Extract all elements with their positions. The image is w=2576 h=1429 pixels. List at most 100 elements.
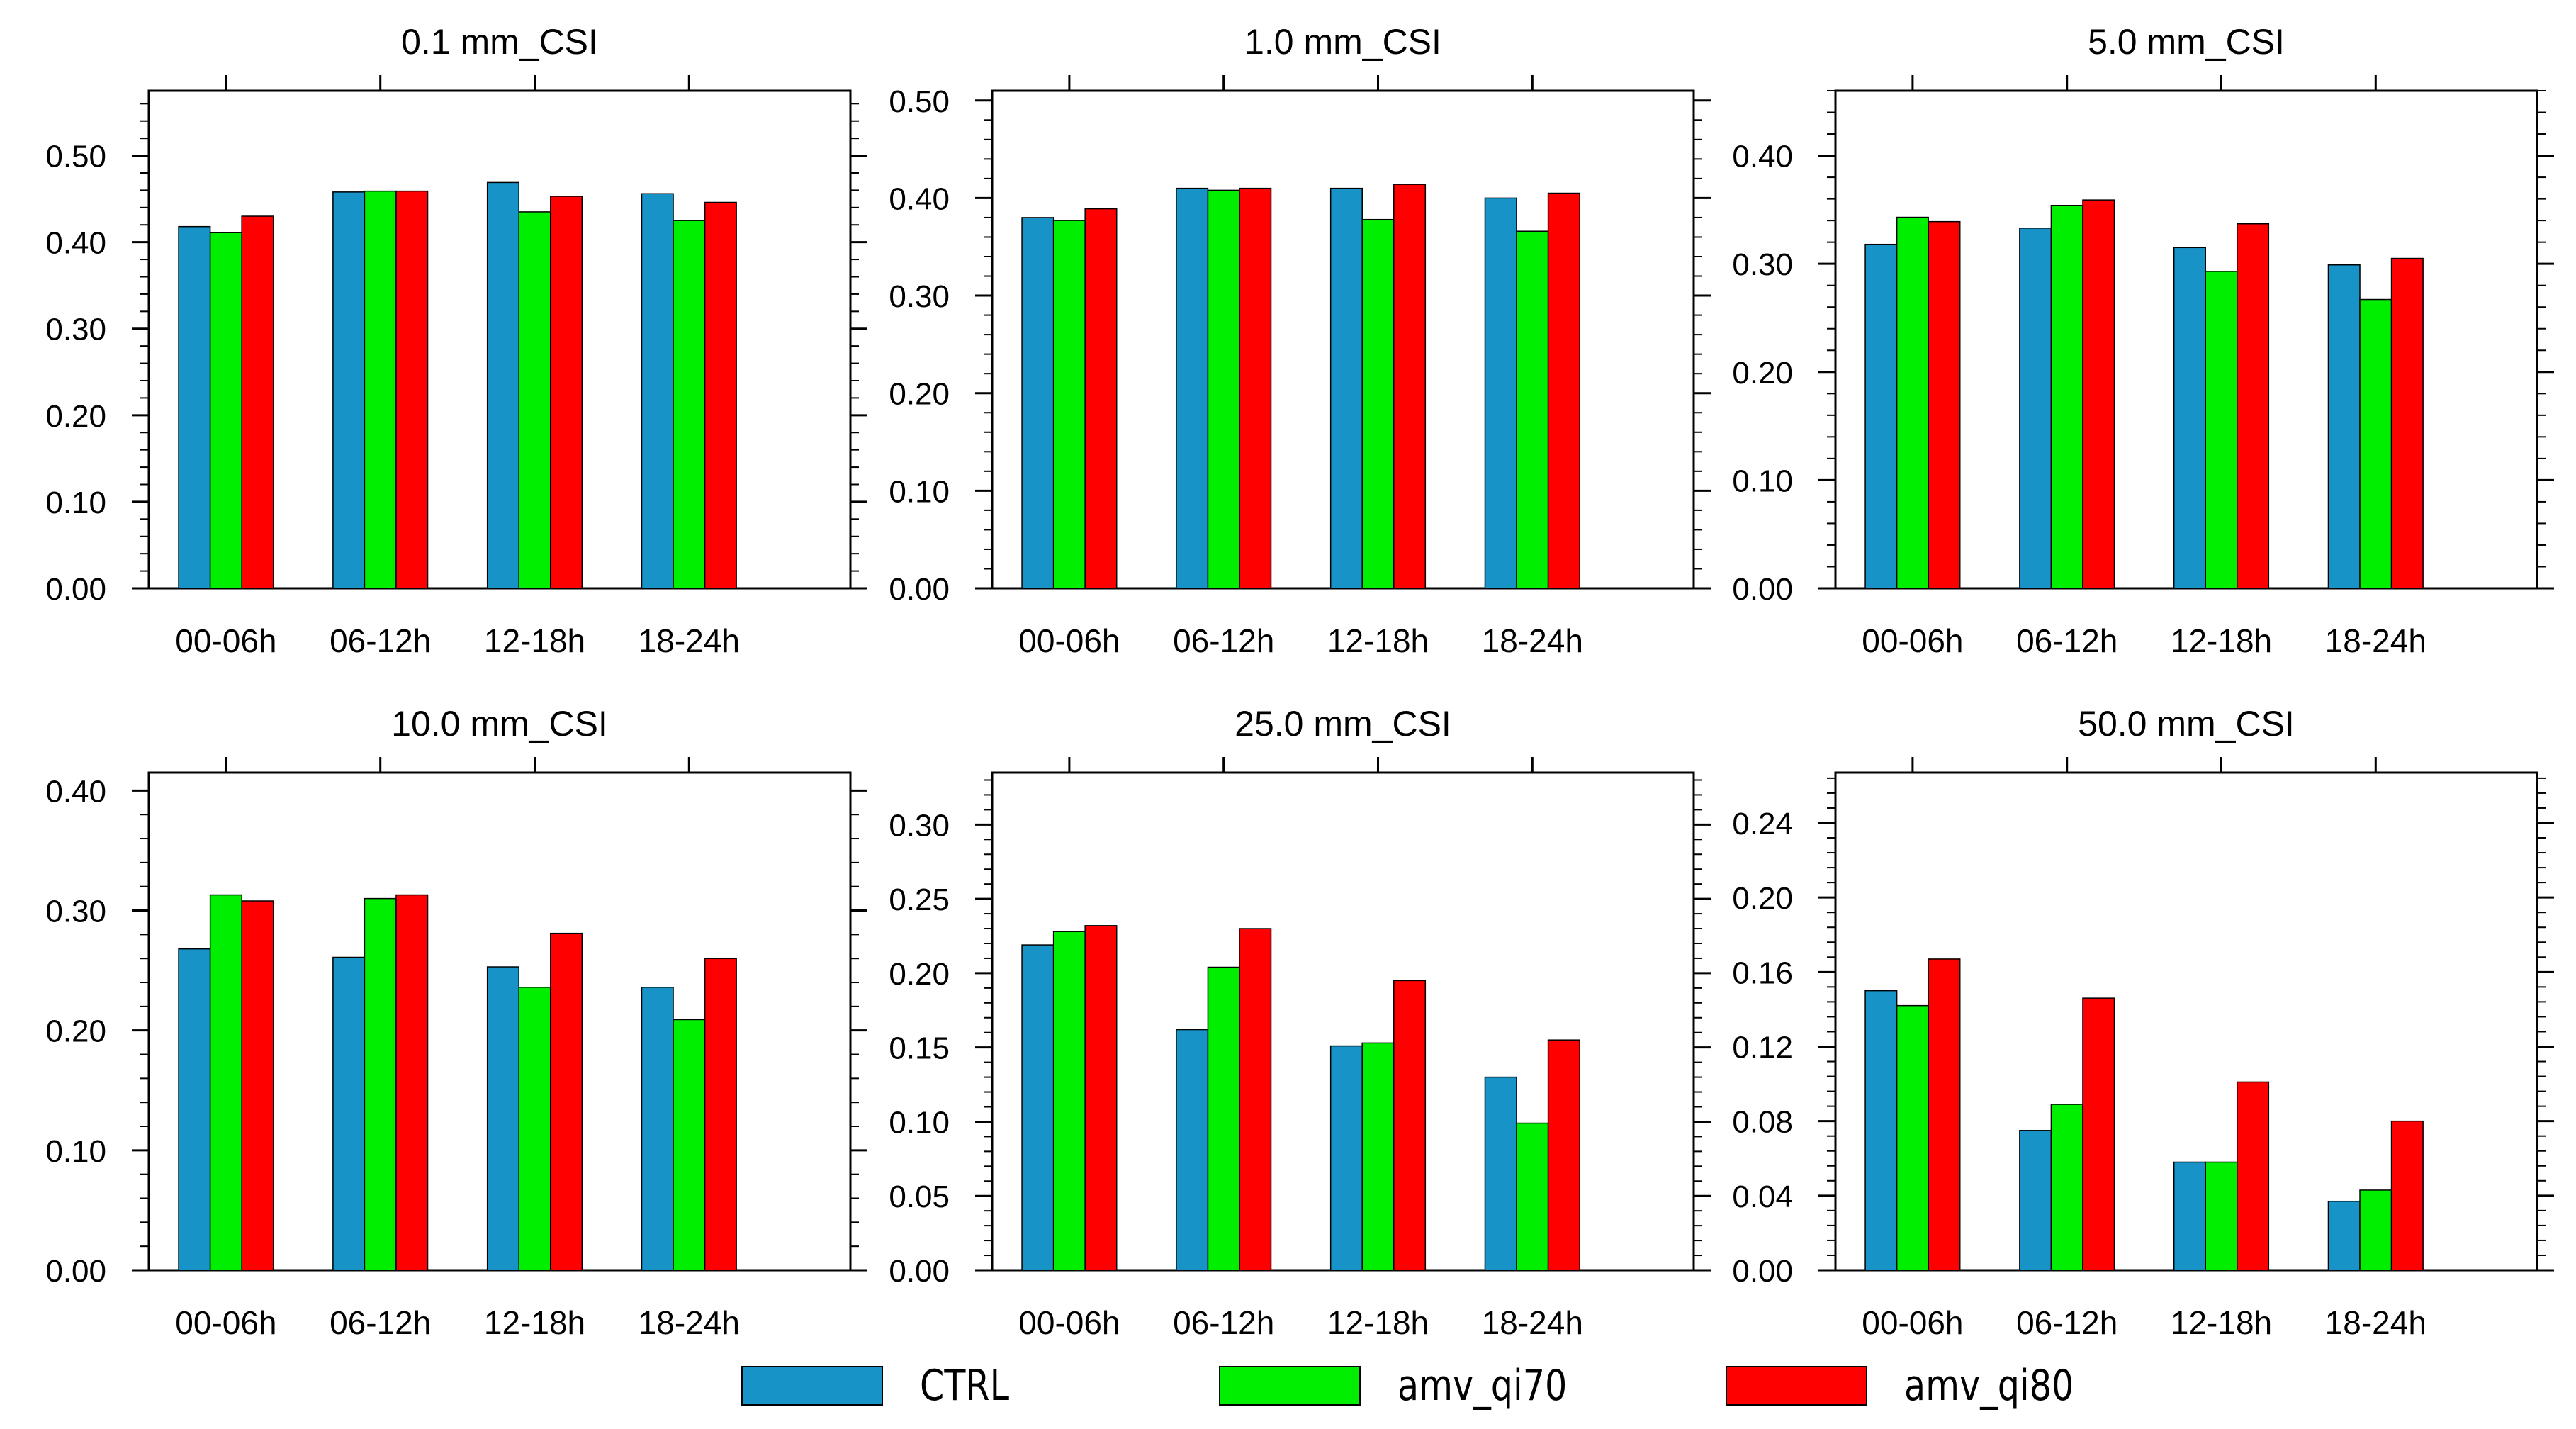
x-tick-label: 06-12h [1173,622,1274,659]
x-tick-label: 06-12h [1173,1304,1274,1341]
y-tick-label: 0.15 [889,1031,950,1066]
y-tick-label: 0.04 [1732,1179,1793,1214]
y-tick-label: 0.30 [889,279,950,314]
bar-ctrl [641,193,674,589]
bar-ctrl [1329,1045,1363,1271]
x-tick-label: 12-18h [484,622,585,659]
y-tick-label: 0.40 [889,181,950,216]
bar-ctrl [1021,217,1054,589]
bar-amv-qi80 [2082,997,2115,1271]
bar-ctrl [1176,1029,1209,1271]
x-tick-label: 00-06h [1018,622,1120,659]
legend-label-amv-qi80: amv_qi80 [1904,1361,2074,1411]
bar-amv-qi80 [395,894,429,1271]
bar-ctrl [641,987,674,1271]
y-tick-label: 0.30 [1732,247,1793,282]
y-tick-label: 0.24 [1732,807,1793,841]
bar-amv-qi70 [2205,271,2238,589]
bar-amv-qi70 [1052,220,1086,589]
bar-ctrl [1484,197,1517,589]
chart-panel-6: 50.0 mm_CSI 0.00 0.04 0.08 0.12 0.16 0.20 0.24 0… [1732,704,2554,1341]
bar-amv-qi80 [704,201,737,589]
bar-ctrl [332,191,366,589]
x-tick-label: 18-24h [639,1304,740,1341]
bar-amv-qi70 [1896,216,1929,589]
bar-amv-qi70 [2050,1104,2083,1271]
bar-ctrl [2019,228,2052,589]
bar-amv-qi80 [1393,184,1427,589]
bar-amv-qi70 [673,220,706,589]
bar-amv-qi70 [1361,1042,1395,1271]
legend-label-ctrl: CTRL [920,1361,1010,1411]
legend-label-amv-qi70: amv_qi70 [1397,1361,1568,1411]
bar-ctrl [2019,1130,2052,1271]
bar-amv-qi70 [518,987,551,1271]
y-tick-label: 0.40 [45,774,106,809]
bar-amv-qi80 [395,190,429,589]
legend-item-amv-qi70: amv_qi70 [1219,1350,1604,1421]
y-tick-label: 0.20 [1732,356,1793,391]
bar-ctrl [486,181,519,589]
bar-amv-qi70 [1207,189,1240,589]
y-tick-label: 0.30 [45,313,106,347]
bar-amv-qi80 [1547,1039,1580,1271]
x-tick-label: 00-06h [175,622,276,659]
x-tick-label: 18-24h [1482,622,1583,659]
x-tick-label: 00-06h [1018,1304,1120,1341]
x-tick-label: 12-18h [2171,622,2272,659]
bar-amv-qi70 [518,211,551,589]
bar-amv-qi80 [704,958,737,1271]
bar-amv-qi80 [2082,199,2115,589]
chart-panel-3: 5.0 mm_CSI 0.00 0.10 0.20 0.30 0.40 00-06h 06-1… [1732,22,2554,659]
x-tick-label: 18-24h [2325,622,2426,659]
y-tick-label: 0.40 [45,226,106,261]
y-tick-label: 0.20 [889,957,950,992]
x-tick-label: 00-06h [175,1304,276,1341]
x-tick-label: 06-12h [2016,1304,2117,1341]
x-tick-label: 18-24h [2325,1304,2426,1341]
bar-amv-qi80 [2390,257,2424,589]
y-tick-label: 0.40 [1732,140,1793,174]
x-tick-label: 18-24h [1482,1304,1583,1341]
x-tick-label: 12-18h [2171,1304,2272,1341]
bar-ctrl [2173,247,2206,589]
bar-amv-qi80 [1547,192,1580,589]
bar-amv-qi70 [1516,1122,1549,1271]
bar-amv-qi80 [1928,958,1961,1271]
y-tick-label: 0.50 [889,84,950,119]
x-tick-label: 18-24h [639,622,740,659]
x-tick-label: 12-18h [1327,1304,1429,1341]
bar-amv-qi80 [1928,220,1961,589]
bar-amv-qi80 [1239,187,1272,589]
y-tick-label: 0.05 [889,1179,950,1214]
chart-title: 0.1 mm_CSI [401,22,598,62]
y-tick-label: 0.30 [45,895,106,929]
x-tick-label: 12-18h [484,1304,585,1341]
bar-amv-qi70 [1052,931,1086,1271]
bar-amv-qi80 [1084,208,1118,589]
legend: CTRL amv_qi70 amv_qi80 [0,1350,2576,1421]
bar-amv-qi70 [2359,1189,2392,1271]
bar-ctrl [1864,990,1898,1271]
chart-panel-1: 0.1 mm_CSI 0.00 0.10 0.20 0.30 0.40 0.50 00-06h… [45,22,867,659]
bar-amv-qi80 [241,900,274,1271]
bar-amv-qi70 [209,894,242,1271]
bar-ctrl [178,225,211,589]
y-tick-label: 0.10 [889,474,950,509]
bar-ctrl [1864,243,1898,589]
chart-panel-5: 25.0 mm_CSI 0.00 0.05 0.10 0.15 0.20 0.25 0.30 0… [889,704,1711,1341]
y-tick-label: 0.50 [45,140,106,174]
chart-title: 50.0 mm_CSI [2078,704,2295,744]
bar-ctrl [332,956,366,1271]
y-tick-label: 0.00 [1732,1254,1793,1289]
y-tick-label: 0.30 [889,808,950,843]
chart-title: 5.0 mm_CSI [2088,22,2285,62]
bar-amv-qi70 [1896,1004,1929,1271]
x-tick-label: 00-06h [1862,1304,1963,1341]
y-tick-label: 0.00 [45,572,106,607]
legend-swatch-ctrl [741,1366,883,1406]
bar-amv-qi80 [550,932,583,1271]
bar-amv-qi80 [2237,1081,2270,1271]
legend-item-ctrl: CTRL [741,1350,1029,1421]
